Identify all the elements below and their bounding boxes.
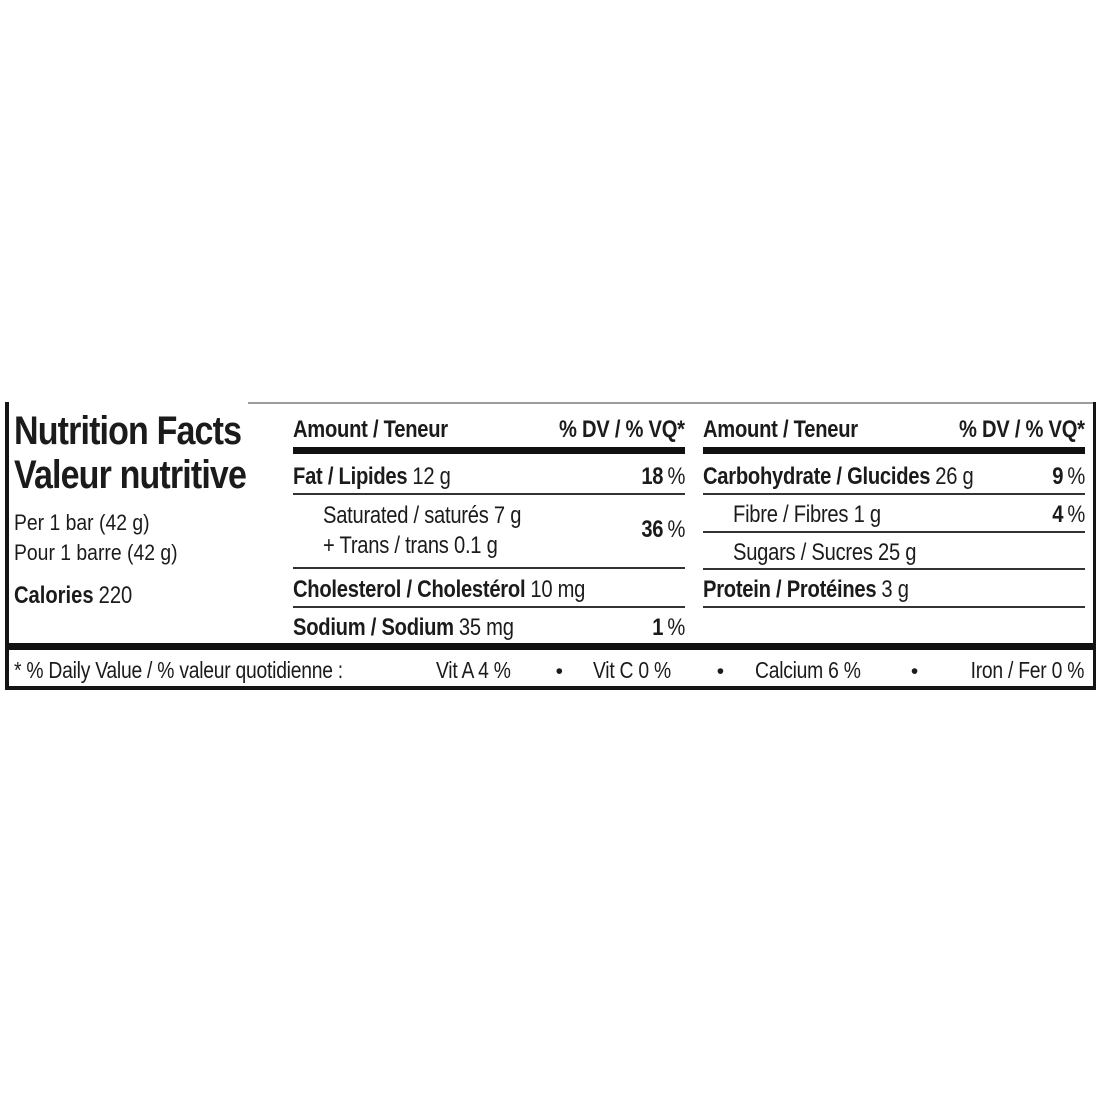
rule: [703, 531, 1085, 533]
carbohydrate-name: Carbohydrate / Glucides: [703, 463, 931, 490]
footnote-prefix: * % Daily Value / % valeur quotidienne :: [14, 657, 343, 683]
serving-size: Per 1 bar (42 g) Pour 1 barre (42 g): [14, 508, 178, 568]
bullet-icon: •: [555, 660, 563, 683]
sodium-dv: 1: [652, 614, 664, 641]
fat-name: Fat / Lipides: [293, 463, 408, 490]
daily-value-footnote: * % Daily Value / % valeur quotidienne :…: [14, 655, 1084, 685]
row-saturated-trans: Saturated / saturés 7 g + Trans / trans …: [293, 501, 685, 561]
separator-bar: [9, 643, 1093, 650]
protein-name: Protein / Protéines: [703, 576, 877, 603]
header-dv: % DV / % VQ*: [559, 416, 685, 443]
saturated-dv-row: 36%: [293, 515, 685, 545]
row-carbohydrate: Carbohydrate / Glucides 26 g 9%: [703, 462, 1085, 492]
footnote-vit-c: Vit C 0 %: [593, 657, 672, 683]
rule: [703, 606, 1085, 608]
fat-dv: 18: [641, 463, 664, 490]
header-bar: [293, 447, 685, 454]
column-header: Amount / Teneur % DV / % VQ*: [293, 416, 685, 444]
serving-french: Pour 1 barre (42 g): [14, 540, 178, 565]
rule: [293, 493, 685, 495]
header-amount: Amount / Teneur: [703, 416, 858, 443]
title-block: Nutrition Facts Valeur nutritive Per 1 b…: [14, 402, 290, 643]
rule: [703, 568, 1085, 570]
saturated-line: Saturated / saturés 7 g: [323, 502, 522, 529]
sugars-name: Sugars / Sucres 25 g: [733, 539, 917, 566]
carbohydrate-value: 26 g: [935, 463, 974, 490]
sodium-value: 35 mg: [458, 614, 514, 641]
fat-dv-pct: %: [667, 463, 685, 490]
trans-line: + Trans / trans 0.1 g: [323, 532, 498, 559]
cholesterol-name: Cholesterol / Cholestérol: [293, 576, 526, 603]
column-header: Amount / Teneur % DV / % VQ*: [703, 416, 1085, 444]
rule: [293, 606, 685, 608]
calories-label: Calories: [14, 582, 94, 609]
footnote-iron: Iron / Fer 0 %: [970, 657, 1084, 683]
calories-row: Calories 220: [14, 582, 132, 610]
fibre-name: Fibre / Fibres 1 g: [733, 501, 881, 528]
label-titles: Nutrition Facts Valeur nutritive: [14, 409, 247, 497]
fibre-dv: 4: [1052, 501, 1064, 528]
protein-value: 3 g: [881, 576, 909, 603]
cholesterol-value: 10 mg: [530, 576, 586, 603]
sodium-name: Sodium / Sodium: [293, 614, 454, 641]
row-fat: Fat / Lipides 12 g 18%: [293, 462, 685, 492]
row-protein: Protein / Protéines 3 g: [703, 575, 1085, 605]
fibre-dv-pct: %: [1067, 501, 1085, 528]
header-dv: % DV / % VQ*: [959, 416, 1085, 443]
nutrition-facts-table: Nutrition Facts Valeur nutritive Per 1 b…: [5, 402, 1096, 690]
rule: [703, 493, 1085, 495]
carbohydrate-dv-pct: %: [1067, 463, 1085, 490]
bullet-icon: •: [716, 660, 725, 683]
rule: [293, 567, 685, 569]
top-border-line: [248, 402, 1093, 404]
sodium-dv-pct: %: [667, 614, 685, 641]
row-sugars: Sugars / Sucres 25 g: [703, 538, 1085, 568]
saturated-dv-pct: %: [667, 516, 685, 543]
column-carb-protein: Amount / Teneur % DV / % VQ* Carbohydrat…: [703, 402, 1085, 643]
header-amount: Amount / Teneur: [293, 416, 448, 443]
serving-english: Per 1 bar (42 g): [14, 510, 150, 535]
saturated-dv: 36: [641, 516, 664, 543]
row-cholesterol: Cholesterol / Cholestérol 10 mg: [293, 575, 685, 605]
title-french: Valeur nutritive: [14, 453, 247, 497]
footnote-vit-a: Vit A 4 %: [436, 657, 511, 683]
footnote-calcium: Calcium 6 %: [754, 657, 861, 683]
row-fibre: Fibre / Fibres 1 g 4%: [703, 500, 1085, 530]
row-sodium: Sodium / Sodium 35 mg 1%: [293, 613, 685, 643]
bullet-icon: •: [910, 660, 919, 683]
carbohydrate-dv: 9: [1052, 463, 1064, 490]
fat-value: 12 g: [412, 463, 451, 490]
title-english: Nutrition Facts: [14, 409, 242, 453]
column-fat-sodium: Amount / Teneur % DV / % VQ* Fat / Lipid…: [293, 402, 685, 643]
calories-value: 220: [98, 582, 133, 609]
header-bar: [703, 447, 1085, 454]
